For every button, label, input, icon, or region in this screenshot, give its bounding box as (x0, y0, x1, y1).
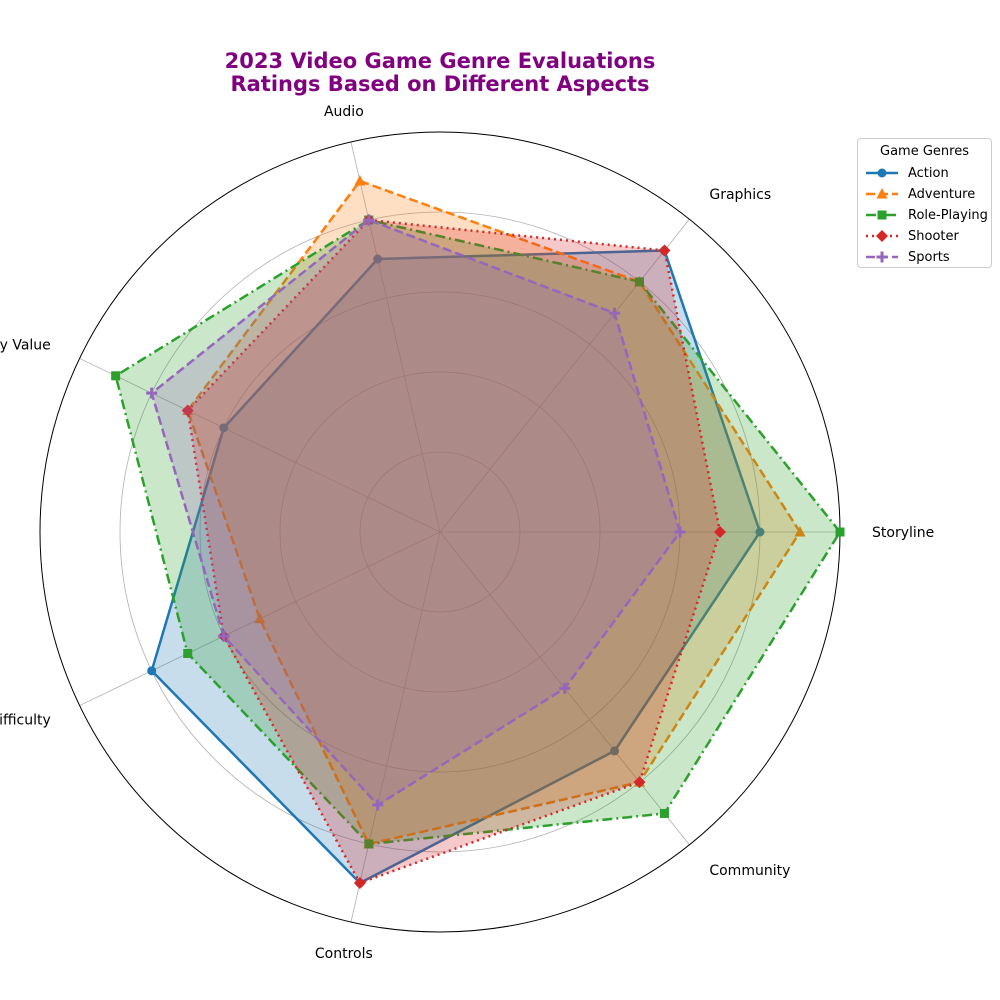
legend-marker (876, 251, 888, 263)
legend-item-sports: Sports (864, 249, 950, 265)
legend-item-action: Action (864, 165, 949, 181)
data-point-shooter (181, 404, 194, 417)
legend-swatch (866, 210, 898, 220)
series-line-action (150, 249, 762, 885)
data-point-action (147, 666, 157, 676)
axis-spoke (439, 219, 690, 533)
data-point-sports (609, 307, 621, 319)
series-line-shooter (186, 218, 722, 885)
data-point-sports (372, 799, 384, 811)
data-point-adventure (354, 175, 366, 186)
data-point-sports (363, 214, 375, 226)
data-point-role-playing (635, 277, 645, 287)
data-point-action (373, 254, 383, 264)
data-point-shooter (353, 876, 366, 889)
series-sports (146, 214, 686, 811)
axis-label-graphics: Graphics (709, 187, 771, 203)
series-area-adventure (187, 181, 800, 844)
legend-item-adventure: Adventure (864, 186, 975, 202)
chart-title-line2: Ratings Based on Different Aspects (230, 72, 649, 96)
legend-swatch (866, 188, 898, 199)
data-point-action (610, 746, 620, 756)
series-line-role-playing (114, 218, 842, 846)
legend-item-shooter: Shooter (864, 228, 959, 244)
data-point-role-playing (183, 648, 193, 658)
series-area-action (151, 250, 760, 883)
series-area-sports (151, 220, 680, 805)
data-point-role-playing (111, 371, 121, 381)
legend-marker (876, 230, 888, 242)
axis-label-storyline: Storyline (872, 525, 934, 541)
legend-marker (876, 188, 888, 199)
data-point-sports (559, 682, 571, 694)
axis-spoke (79, 358, 441, 533)
legend-label: Shooter (908, 228, 959, 244)
data-point-shooter (714, 526, 726, 538)
data-point-role-playing (364, 839, 374, 849)
data-point-role-playing (835, 527, 845, 537)
axis-spoke (350, 141, 441, 533)
chart-title-line1: 2023 Video Game Genre Evaluations (225, 49, 656, 73)
axis-spoke (350, 531, 441, 923)
series-action (147, 246, 765, 888)
series-area-role-playing (115, 220, 840, 844)
data-point-adventure (794, 526, 806, 537)
data-point-sports (218, 630, 230, 642)
legend-marker (877, 210, 887, 220)
legend-swatch (866, 230, 898, 242)
legend-title: Game Genres (880, 144, 969, 159)
series-area-shooter (187, 220, 720, 883)
axis-label-community: Community (709, 863, 790, 879)
data-point-sports (146, 387, 158, 399)
legend-label: Adventure (908, 186, 976, 202)
axis-label-difficulty: Difficulty (0, 712, 51, 728)
axis-label-controls: Controls (315, 946, 373, 962)
legend-swatch (866, 168, 898, 178)
legend-swatch (866, 251, 898, 263)
data-point-adventure (254, 612, 266, 624)
data-point-action (219, 423, 229, 433)
axis-label-replay-value: Replay Value (0, 338, 51, 354)
legend-item-role-playing: Role-Playing (864, 207, 988, 223)
series-line-sports (150, 218, 682, 807)
data-point-shooter (658, 244, 671, 257)
series-line-adventure (186, 179, 802, 846)
axis-label-audio: Audio (324, 104, 364, 120)
legend: Game Genres Action Adventure Role-Playing S… (857, 138, 992, 268)
legend-label: Action (908, 165, 949, 181)
data-point-sports (674, 526, 686, 538)
legend-label: Role-Playing (908, 207, 988, 223)
data-point-action (755, 527, 765, 537)
legend-label: Sports (908, 249, 950, 265)
series-role-playing (111, 215, 845, 849)
data-point-role-playing (659, 808, 669, 818)
data-point-shooter (633, 776, 646, 789)
legend-marker (877, 168, 887, 178)
